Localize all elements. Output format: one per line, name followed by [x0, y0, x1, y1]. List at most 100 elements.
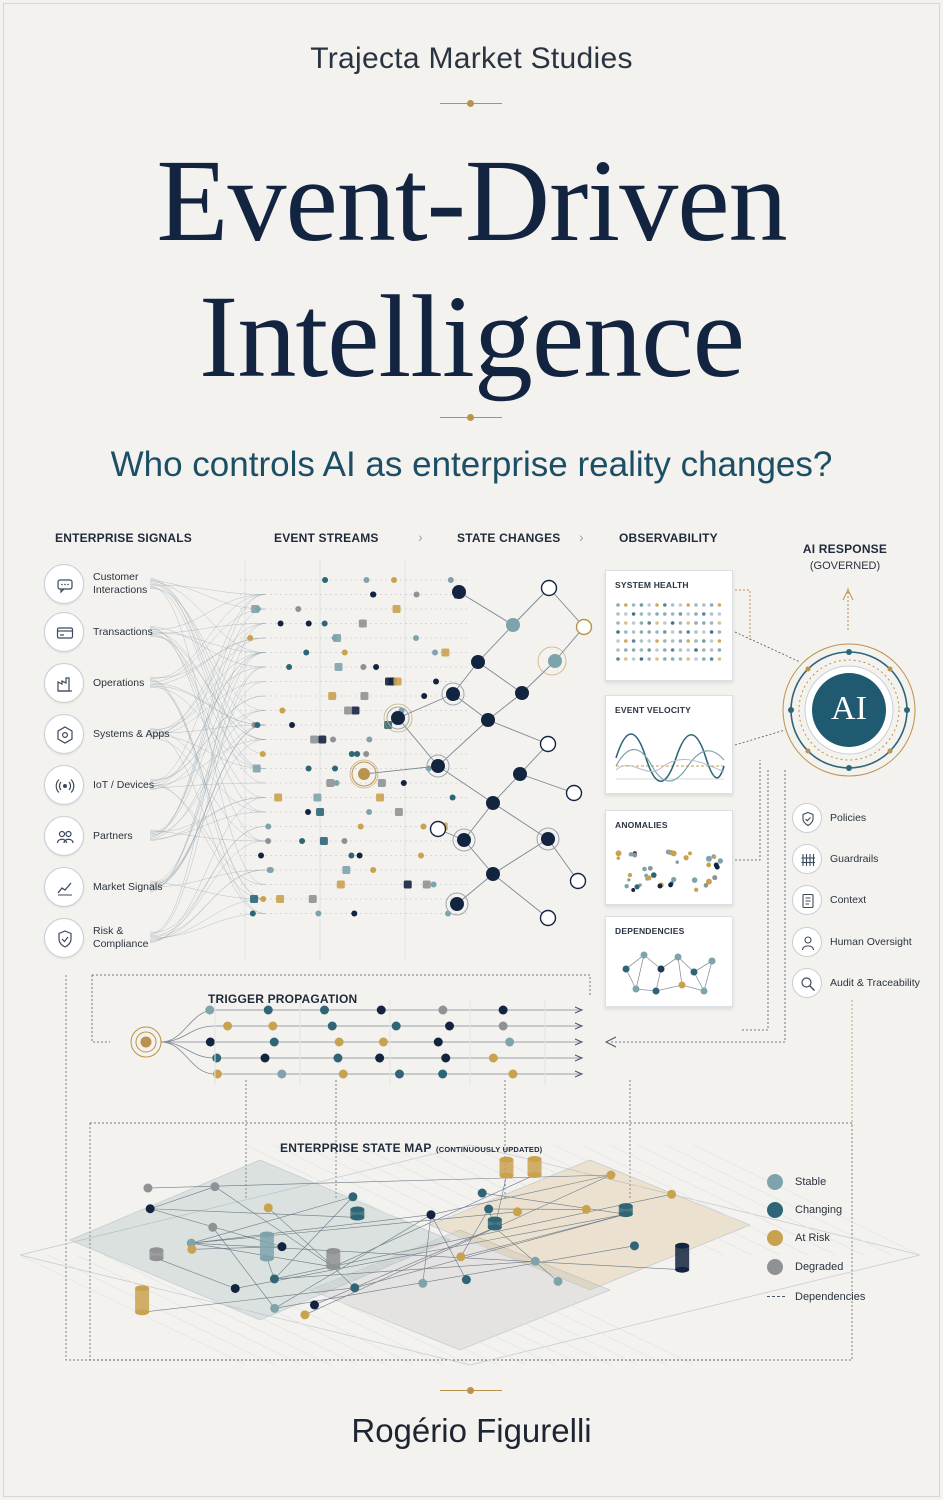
state-map-node	[263, 1203, 273, 1213]
state-map-cylinder	[618, 1206, 633, 1215]
health-dot	[709, 648, 714, 652]
legend-swatch	[767, 1230, 783, 1246]
shield-check-icon	[792, 803, 822, 833]
health-dot	[655, 648, 659, 652]
signal-flow-line	[149, 623, 266, 934]
signal-flow-line	[149, 584, 266, 595]
state-map-cylinder-base	[675, 1266, 690, 1273]
grid-line	[245, 1144, 473, 1256]
chevron-right-icon: ›	[418, 529, 423, 545]
signal-flow-line	[149, 913, 266, 939]
health-dot	[670, 648, 675, 652]
grid-line	[467, 1254, 695, 1366]
propagation-node	[205, 1037, 215, 1047]
anomaly-point	[642, 866, 647, 872]
trigger-source	[140, 1036, 152, 1048]
governance-label: Human Oversight	[830, 936, 912, 948]
event-marker	[348, 852, 355, 859]
health-dot	[647, 603, 651, 607]
health-dot	[631, 603, 636, 607]
propagation-node	[277, 1069, 287, 1079]
state-map-cylinder-top	[618, 1203, 633, 1210]
event-marker	[332, 765, 339, 772]
health-dot	[655, 621, 659, 625]
state-map-node	[667, 1189, 677, 1199]
legend-label: Dependencies	[795, 1291, 866, 1303]
event-marker	[391, 577, 398, 583]
state-map-edge	[274, 1261, 536, 1280]
health-dot	[694, 657, 698, 661]
anomaly-point	[671, 876, 677, 883]
health-dot	[631, 630, 636, 634]
anomaly-point	[705, 878, 712, 885]
health-dot	[670, 612, 675, 616]
state-node	[515, 686, 529, 700]
connector-line	[735, 760, 761, 861]
trend-icon	[44, 867, 84, 907]
anomaly-point	[627, 878, 631, 882]
state-node	[429, 820, 447, 838]
grid-line	[215, 1254, 443, 1366]
propagation-node	[212, 1069, 222, 1079]
state-map-node	[512, 1207, 522, 1217]
event-marker	[330, 736, 337, 743]
state-map-cylinder	[326, 1250, 341, 1267]
propagation-node	[445, 1021, 455, 1031]
legend-label: At Risk	[795, 1232, 830, 1244]
health-dot	[631, 639, 636, 643]
state-edge	[521, 660, 556, 694]
state-map-cylinder-top	[149, 1247, 164, 1254]
signal-flow-line	[149, 797, 266, 842]
signal-label: IoT / Devices	[93, 778, 155, 791]
event-marker	[342, 866, 351, 874]
state-node	[548, 654, 562, 668]
event-marker	[441, 648, 450, 657]
signal-flow-line	[149, 738, 266, 842]
signal-risk-compliance: Risk & Compliance	[44, 918, 214, 958]
event-marker	[421, 693, 428, 699]
signal-label: Transactions	[93, 625, 153, 638]
publisher-name: Trajecta Market Studies	[310, 42, 633, 75]
anomaly-point	[691, 877, 698, 883]
column-heading-enterprise-signals: ENTERPRISE SIGNALS	[55, 531, 192, 545]
arrow-head	[574, 1038, 584, 1046]
event-marker	[420, 823, 427, 830]
event-marker	[354, 751, 361, 757]
event-marker	[430, 881, 437, 888]
state-map-edge	[333, 1266, 355, 1289]
propagation-node	[376, 1005, 386, 1015]
state-map-cylinder-top	[259, 1231, 274, 1238]
state-edge	[458, 591, 514, 626]
state-map-cylinder-base	[618, 1211, 633, 1218]
state-node	[358, 768, 370, 780]
state-map-edge	[274, 1245, 635, 1309]
anomaly-point	[665, 849, 671, 855]
state-map-node	[484, 1204, 494, 1214]
propagation-node	[212, 1053, 222, 1063]
state-node	[541, 832, 555, 846]
signal-flow-line	[149, 594, 266, 630]
panel-title: ANOMALIES	[615, 820, 668, 830]
signal-flow-line	[149, 635, 266, 769]
propagation-node	[319, 1005, 329, 1015]
state-map-cylinder-base	[135, 1309, 150, 1316]
state-node	[481, 713, 495, 727]
state-map-edge	[314, 1227, 495, 1306]
event-marker	[305, 765, 312, 772]
signal-flow-line	[149, 840, 266, 936]
state-map-cylinder-base	[499, 1172, 514, 1179]
anomaly-point	[646, 875, 652, 881]
event-marker	[267, 867, 274, 873]
anomaly-point	[713, 855, 717, 859]
anomaly-point	[668, 882, 673, 888]
health-dot	[624, 630, 628, 634]
event-marker	[321, 620, 328, 627]
trigger-propagation-heading: TRIGGER PROPAGATION	[208, 992, 358, 1006]
health-dot	[624, 612, 628, 616]
grid-line	[329, 1144, 557, 1256]
signal-flow-line	[149, 681, 266, 737]
event-marker	[447, 577, 454, 583]
event-marker	[289, 722, 296, 728]
propagation-node	[433, 1037, 443, 1047]
state-map-node	[418, 1278, 428, 1288]
